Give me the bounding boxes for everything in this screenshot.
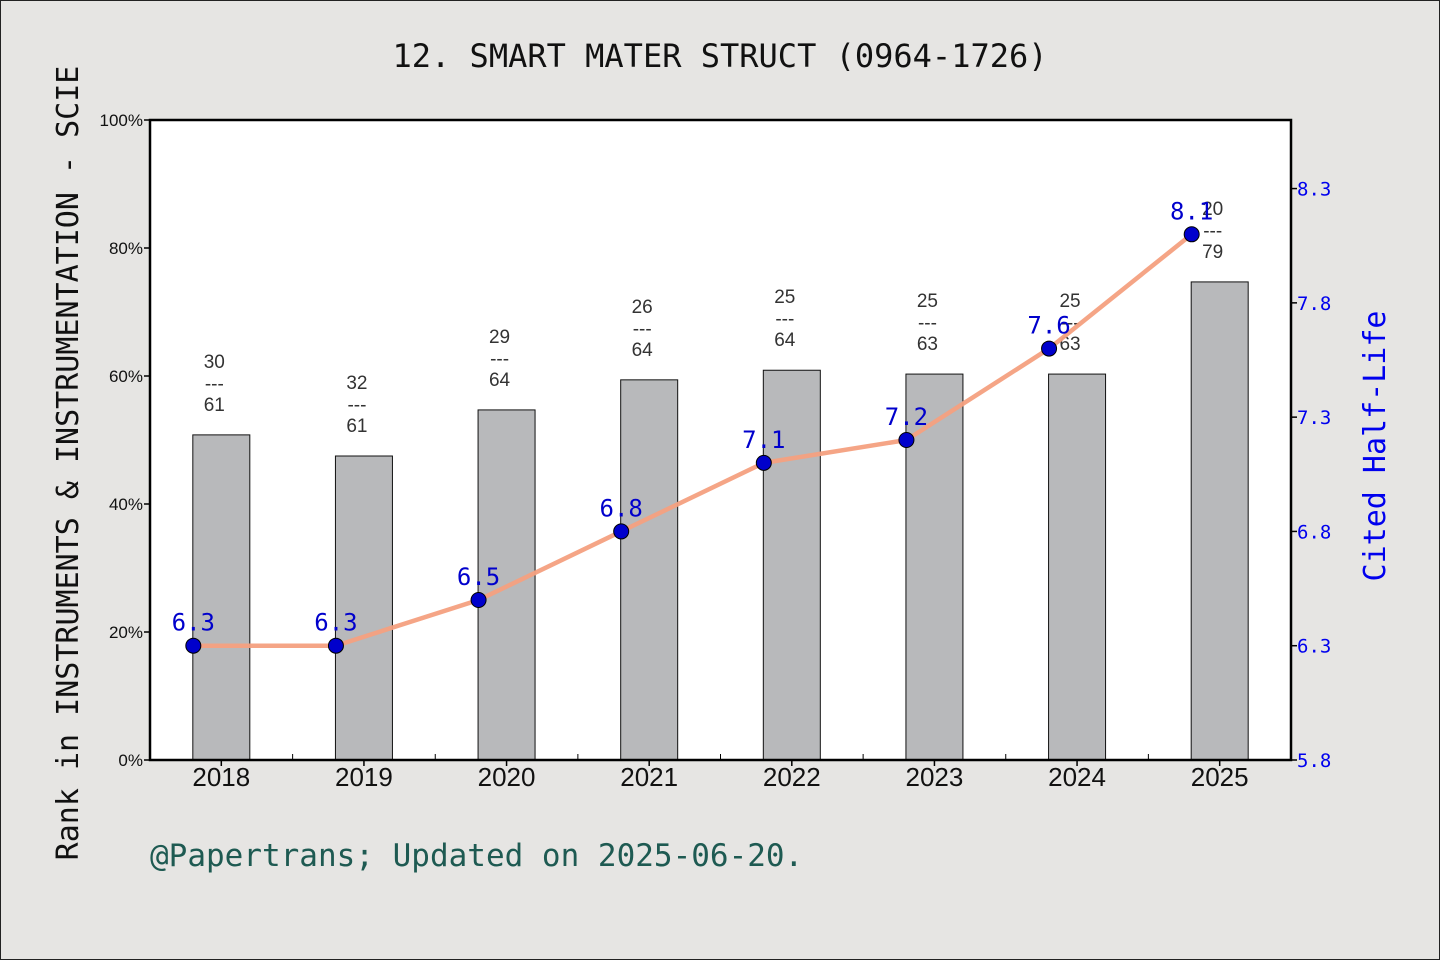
halflife-point	[1041, 340, 1058, 357]
rank-total: 63	[917, 334, 938, 355]
right-tick-label: 6.8	[1297, 521, 1331, 543]
rank-value: 25	[917, 291, 938, 312]
right-tick-label: 5.8	[1297, 750, 1331, 772]
right-tick-label: 7.3	[1297, 407, 1331, 429]
left-axis-label: Rank in INSTRUMENTS & INSTRUMENTATION - …	[51, 66, 86, 861]
right-tick-label: 7.8	[1297, 293, 1331, 315]
rank-total: 64	[489, 370, 511, 391]
halflife-value-label: 7.1	[742, 426, 785, 454]
axes-group: 0% 20% 40% 60% 80% 100% 5.8 6.3 6.8 7.3 7.8 8.3 2018…	[100, 111, 1332, 792]
left-tick-label: 0%	[118, 751, 143, 770]
left-tick-label: 60%	[109, 367, 143, 386]
bar-2019	[334, 455, 393, 761]
halflife-point	[613, 523, 630, 540]
bar-2022	[762, 369, 821, 761]
x-tick-label: 2020	[478, 762, 536, 792]
halflife-line-group: 6.3 6.3 6.5 6.8 7.1 7.2 7.6 8.1	[172, 197, 1213, 654]
halflife-value-label: 7.6	[1027, 312, 1070, 340]
rank-total: 79	[1202, 242, 1223, 263]
rank-separator: ---	[205, 374, 224, 395]
rank-value: 26	[632, 297, 653, 318]
rank-separator: ---	[918, 313, 937, 334]
chart-title: 12. SMART MATER STRUCT (0964-1726)	[392, 37, 1047, 75]
rank-total: 63	[1059, 334, 1080, 355]
bar-2023	[905, 373, 964, 761]
rank-total: 61	[346, 416, 367, 437]
halflife-point	[327, 637, 344, 654]
bar-2024	[1048, 373, 1107, 761]
rank-separator: ---	[775, 309, 794, 330]
bar-2025	[1190, 281, 1249, 761]
halflife-value-label: 6.5	[457, 563, 500, 591]
halflife-value-label: 8.1	[1170, 197, 1213, 225]
halflife-line	[191, 232, 1194, 648]
bar-2018	[192, 434, 251, 761]
rank-value: 25	[774, 287, 795, 308]
rank-separator: ---	[633, 319, 652, 340]
x-tick-label: 2019	[335, 762, 393, 792]
halflife-point	[185, 637, 202, 654]
rank-value: 25	[1059, 291, 1080, 312]
halflife-point	[898, 432, 915, 448]
bars-group	[192, 281, 1249, 761]
right-tick-label: 6.3	[1297, 636, 1331, 658]
right-tick-label: 8.3	[1297, 179, 1331, 201]
rank-separator: ---	[490, 349, 509, 370]
rank-separator: ---	[1203, 221, 1222, 242]
halflife-value-label: 6.3	[314, 609, 357, 637]
halflife-value-label: 6.3	[172, 609, 215, 637]
x-tick-label: 2021	[620, 762, 678, 792]
rank-total: 64	[774, 330, 796, 351]
plot-area	[150, 120, 1291, 760]
x-tick-label: 2023	[906, 762, 964, 792]
halflife-value-label: 6.8	[600, 494, 643, 522]
rank-value: 29	[489, 327, 510, 348]
halflife-point	[755, 454, 772, 471]
rank-total: 61	[204, 395, 225, 416]
rank-separator: ---	[347, 395, 366, 416]
x-tick-label: 2018	[192, 762, 250, 792]
footer-note: @Papertrans; Updated on 2025-06-20.	[150, 838, 803, 874]
halflife-point	[470, 592, 487, 608]
x-tick-label: 2025	[1191, 762, 1249, 792]
bar-2021	[620, 379, 679, 761]
rank-value: 20	[1202, 199, 1223, 220]
halflife-point	[1183, 226, 1200, 243]
left-tick-label: 80%	[109, 239, 143, 258]
rank-total: 64	[632, 340, 654, 361]
x-tick-label: 2022	[763, 762, 821, 792]
rank-value: 32	[346, 373, 367, 394]
left-tick-label: 20%	[109, 623, 143, 642]
left-tick-label: 100%	[100, 111, 143, 130]
halflife-value-label: 7.2	[885, 403, 928, 431]
x-tick-label: 2024	[1048, 762, 1106, 792]
rank-labels-group: 30---6132---6129---6426---6425---6425---…	[204, 199, 1224, 437]
rank-value: 30	[204, 352, 225, 373]
left-tick-label: 40%	[109, 495, 143, 514]
right-axis-label: Cited Half-Life	[1358, 311, 1393, 582]
